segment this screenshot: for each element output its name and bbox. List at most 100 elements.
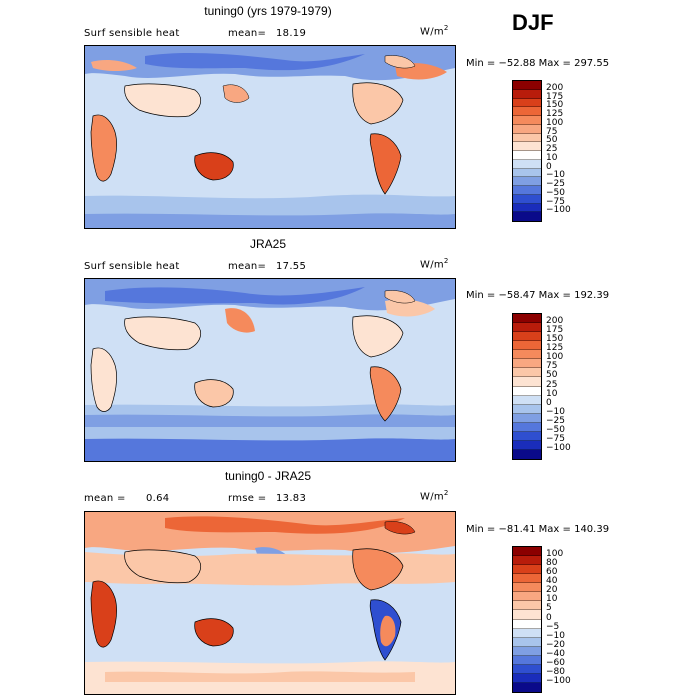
scale-tick: 50 [546,370,558,381]
scale-tick: 75 [546,361,558,372]
scale-tick: 25 [546,379,558,390]
scale-tick: 40 [546,576,558,587]
scale-tick: −75 [546,433,565,444]
panel2-swatch [513,449,541,459]
panel2-units: W/m2 [420,257,449,271]
panel1-swatch [513,168,541,178]
panel3-swatch [513,655,541,665]
scale-tick: −5 [546,621,560,632]
panel3-swatch [513,547,541,557]
panel2-minmax: Min = −58.47 Max = 192.39 [466,290,610,301]
panel3-units: W/m2 [420,489,449,503]
panel1-units: W/m2 [420,24,449,38]
scale-tick: −50 [546,424,565,435]
panel2-swatch [513,440,541,450]
scale-tick: −50 [546,187,565,198]
panel2-swatch [513,422,541,432]
panel1-swatch [513,124,541,134]
scale-tick: −75 [546,196,565,207]
panel3-mean-label: mean = [84,493,126,504]
scale-tick: −60 [546,657,565,668]
panel2-swatch [513,314,541,324]
panel2-swatch [513,386,541,396]
scale-tick: −10 [546,406,565,417]
panel3-swatch [513,673,541,683]
panel1-variable-label: Surf sensible heat [84,28,180,39]
panel3-colorbar-ticks: 100 80 60 40 20 10 5 0 −5 −10 −20 −40 −60 −80 −100 [546,546,586,691]
scale-tick: −100 [546,442,571,453]
panel3-colorbar [512,546,542,693]
panel3-swatch [513,682,541,692]
panel2-title: JRA25 [249,237,287,251]
scale-tick: 150 [546,334,564,345]
panel1-map [84,45,456,229]
panel2-swatch [513,377,541,387]
scale-tick: 200 [546,82,564,93]
scale-tick: −100 [546,675,571,686]
panel3-swatch [513,619,541,629]
panel1-swatch [513,159,541,169]
scale-tick: −100 [546,205,571,216]
panel2-swatch [513,413,541,423]
scale-tick: −20 [546,639,565,650]
panel1-swatch [513,177,541,186]
panel3-swatch [513,637,541,647]
panel2-swatch [513,359,541,369]
scale-tick: 75 [546,126,558,137]
panel1-swatch [513,142,541,151]
scale-tick: 20 [546,585,558,596]
panel2-mean-label: mean= [228,261,267,272]
panel2-variable-label: Surf sensible heat [84,261,180,272]
scale-tick: 125 [546,343,564,354]
panel2-colorbar-ticks: 200 175 150 125 100 75 50 25 10 0 −10 −25 −50 −75 −1… [546,313,586,458]
panel3-swatch [513,574,541,584]
panel1-swatch [513,89,541,99]
season-label: DJF [512,10,554,35]
panel3-minmax: Min = −81.41 Max = 140.39 [466,524,610,535]
scale-tick: 125 [546,109,564,119]
panel1-mean-label: mean= [228,28,267,39]
scale-tick: 50 [546,135,558,146]
scale-tick: −10 [546,630,565,641]
panel1-swatch [513,194,541,204]
panel1-swatch [513,98,541,108]
panel2-map [84,278,456,462]
scale-tick: −10 [546,170,565,181]
panel3-mean-value: 0.64 [146,493,170,504]
panel1-swatch [513,212,541,221]
panel3-swatch [513,556,541,566]
panel3-swatch [513,601,541,611]
scale-tick: −25 [546,415,565,426]
scale-tick: −40 [546,648,565,659]
panel2-colorbar [512,313,542,460]
panel2-mean-value: 17.55 [276,261,307,272]
panel3-rmse-value: 13.83 [276,493,307,504]
scale-tick: 100 [546,549,564,560]
panel3-swatch [513,610,541,620]
scale-tick: 10 [546,594,558,605]
scale-tick: 5 [546,603,552,614]
panel2-swatch [513,431,541,441]
scale-tick: 100 [546,352,564,363]
panel1-swatch [513,151,541,160]
panel1-colorbar-ticks: 200 175 150 125 100 75 50 25 10 0 −10 −25 −50 −75 −1… [546,80,586,220]
panel1-swatch [513,81,541,90]
panel1-swatch [513,133,541,143]
scale-tick: 80 [546,558,558,569]
panel3-swatch [513,646,541,656]
panel2-swatch [513,323,541,333]
panel1-colorbar [512,80,542,222]
panel3-title: tuning0 - JRA25 [224,469,312,483]
scale-tick: 25 [546,144,558,154]
scale-tick: 0 [546,161,552,172]
scale-tick: 60 [546,567,558,578]
scale-tick: 0 [546,397,552,408]
scale-tick: 175 [546,325,564,336]
panel1-swatch [513,107,541,116]
scale-tick: 150 [546,100,564,111]
panel3-map [84,511,456,695]
panel2-swatch [513,404,541,414]
panel2-swatch [513,395,541,405]
panel1-swatch [513,116,541,125]
panel2-swatch [513,341,541,351]
